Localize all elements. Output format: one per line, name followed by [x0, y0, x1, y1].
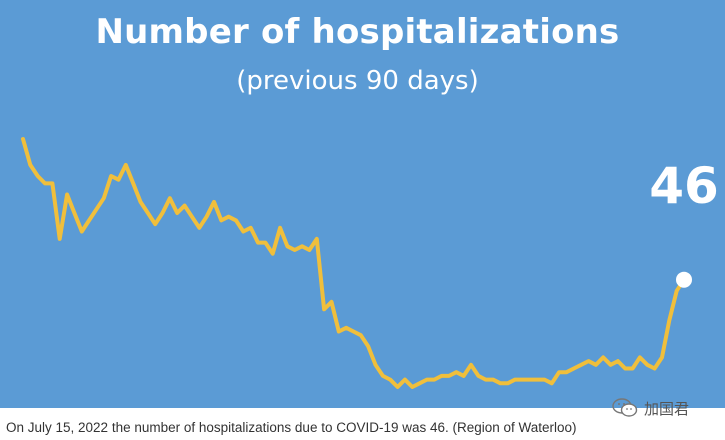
- last-value-label: 46: [649, 157, 719, 215]
- watermark: 加国君: [612, 396, 689, 420]
- watermark-text: 加国君: [644, 399, 690, 418]
- wechat-icon: [612, 398, 638, 417]
- chart-subtitle: (previous 90 days): [236, 66, 479, 96]
- line-chart: 46: [21, 137, 719, 389]
- last-data-point: [676, 271, 692, 288]
- series-line: [21, 137, 686, 389]
- chart-title: Number of hospitalizations: [95, 12, 620, 52]
- figure-caption: On July 15, 2022 the number of hospitali…: [6, 420, 577, 435]
